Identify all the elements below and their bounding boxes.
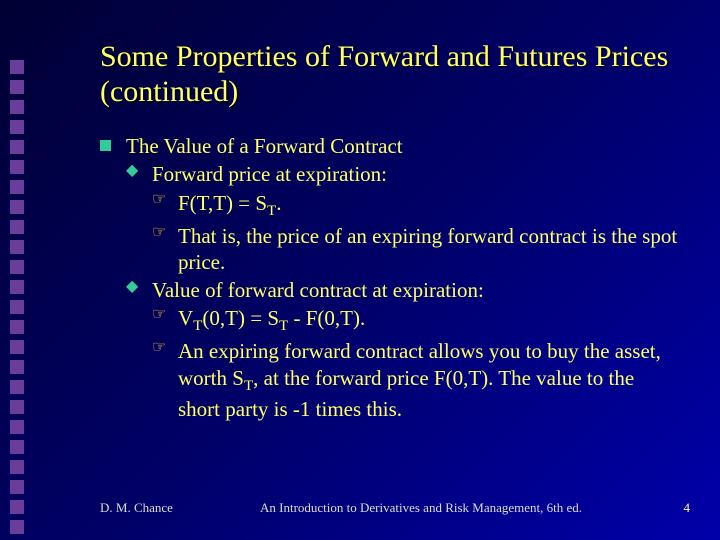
bullet-l3-a2: That is, the price of an expiring forwar… xyxy=(152,223,680,276)
bullet-list: The Value of a Forward Contract Forward … xyxy=(100,133,680,422)
bullet-l3-a1: F(T,T) = ST. xyxy=(152,190,680,221)
decorative-side-squares xyxy=(10,60,26,540)
footer-author: D. M. Chance xyxy=(100,500,240,516)
bullet-l3-b2: An expiring forward contract allows you … xyxy=(152,338,680,422)
bullet-l2-b: Value of forward contract at expiration:… xyxy=(126,277,680,422)
bullet-l1: The Value of a Forward Contract Forward … xyxy=(100,133,680,422)
bullet-l1-text: The Value of a Forward Contract xyxy=(126,134,403,158)
footer-book-title: An Introduction to Derivatives and Risk … xyxy=(240,500,660,516)
bullet-l2-a: Forward price at expiration: F(T,T) = ST… xyxy=(126,161,680,275)
slide-footer: D. M. Chance An Introduction to Derivati… xyxy=(100,500,690,516)
bullet-l2-a-text: Forward price at expiration: xyxy=(152,162,387,186)
bullet-l3-b1: VT(0,T) = ST - F(0,T). xyxy=(152,305,680,336)
bullet-l2-b-text: Value of forward contract at expiration: xyxy=(152,278,484,302)
slide-title: Some Properties of Forward and Futures P… xyxy=(100,40,680,109)
slide-content: Some Properties of Forward and Futures P… xyxy=(100,40,680,426)
footer-page-number: 4 xyxy=(660,500,690,516)
